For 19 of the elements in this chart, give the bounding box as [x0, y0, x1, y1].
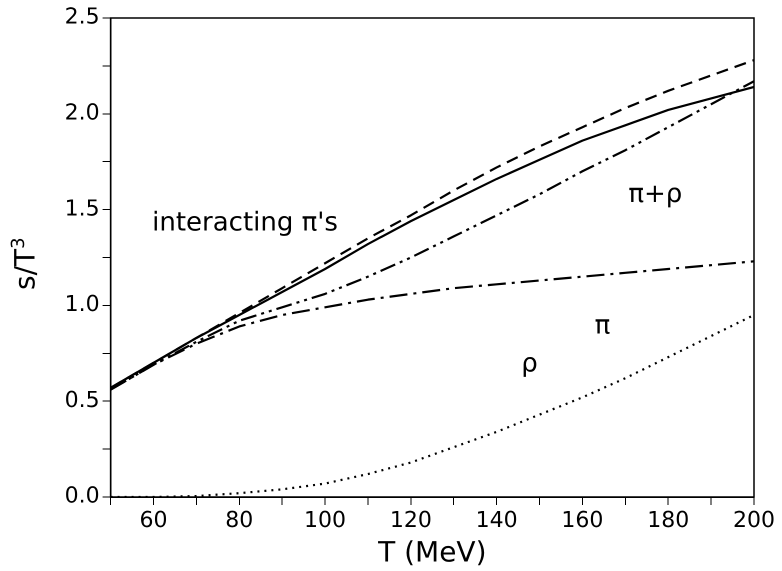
- x-tick-label: 140: [476, 508, 518, 533]
- x-tick-label: 200: [733, 508, 775, 533]
- y-tick-label: 0.0: [64, 484, 100, 509]
- y-tick-label: 1.0: [64, 292, 100, 318]
- series-label: ρ: [521, 348, 538, 378]
- y-tick-label: 0.5: [64, 388, 100, 413]
- y-tick-label: 1.5: [64, 196, 100, 222]
- x-tick-label: 120: [390, 508, 432, 533]
- x-tick-label: 180: [647, 508, 690, 533]
- x-tick-label: 60: [139, 508, 168, 533]
- series-label: π: [594, 310, 610, 340]
- y-tick-label: 2.5: [64, 4, 100, 30]
- x-tick-label: 80: [225, 508, 254, 533]
- x-tick-label: 160: [561, 508, 604, 533]
- series-label: π+ρ: [628, 178, 682, 209]
- x-tick-label: 100: [304, 508, 346, 533]
- x-axis-title: T (MeV): [377, 535, 486, 568]
- y-tick-label: 2.0: [64, 100, 100, 126]
- series-label: interacting π's: [152, 208, 338, 238]
